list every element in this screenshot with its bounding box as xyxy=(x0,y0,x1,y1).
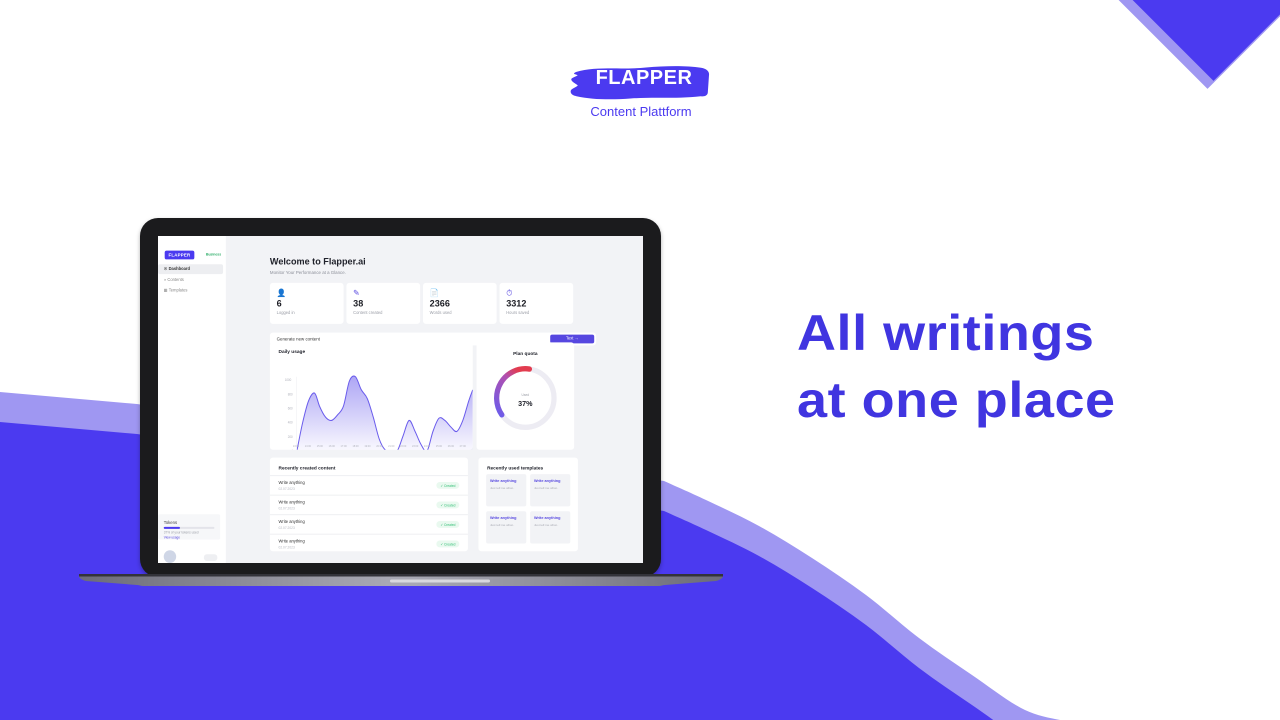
svg-text:Used: Used xyxy=(522,393,530,397)
svg-text:800: 800 xyxy=(288,392,293,396)
svg-text:600: 600 xyxy=(288,406,293,410)
svg-text:37%: 37% xyxy=(518,399,533,408)
svg-text:0: 0 xyxy=(292,449,294,450)
svg-text:200: 200 xyxy=(288,435,293,439)
svg-text:400: 400 xyxy=(288,421,293,425)
svg-text:1000: 1000 xyxy=(285,378,292,382)
